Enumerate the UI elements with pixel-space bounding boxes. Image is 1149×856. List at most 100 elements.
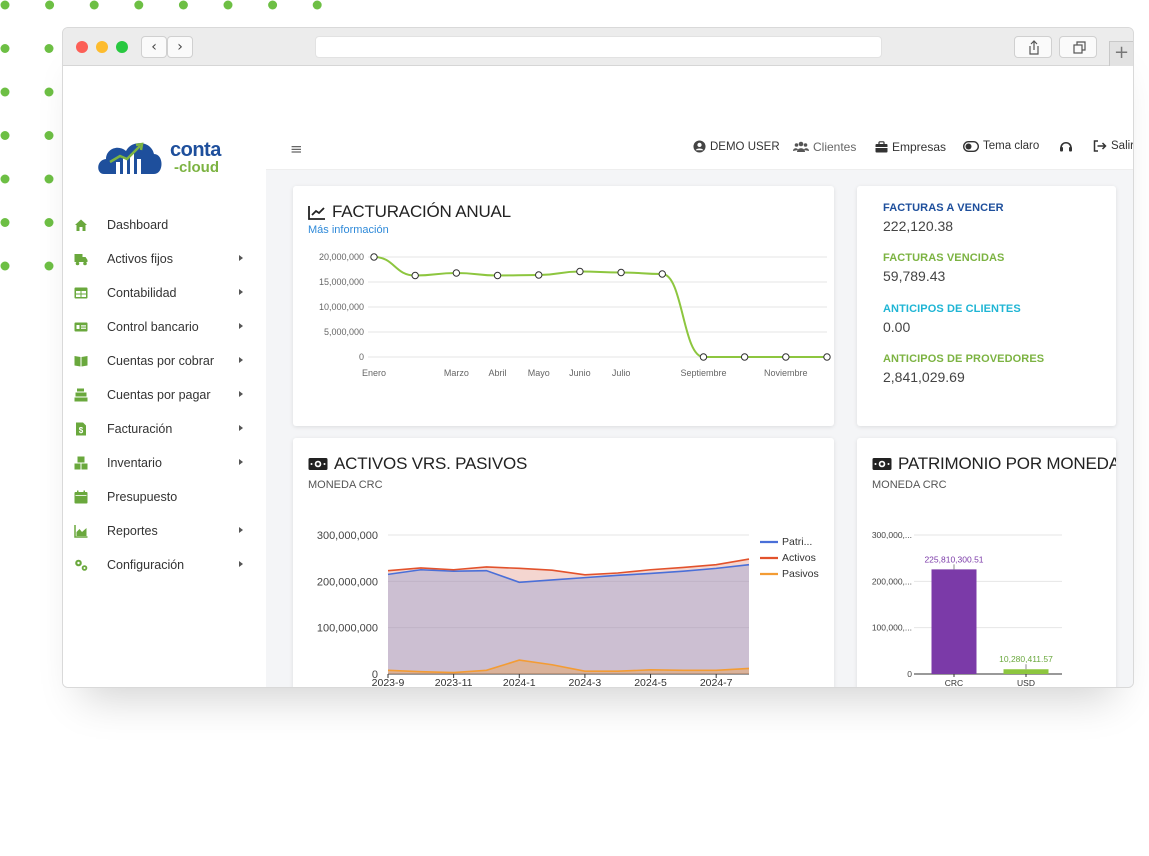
sidebar-item-inventario[interactable]: Inventario bbox=[63, 446, 266, 480]
sidebar-item-cuentas-por-cobrar[interactable]: Cuentas por cobrar bbox=[63, 344, 266, 378]
y-tick-label: 100,000,... bbox=[872, 623, 912, 633]
x-tick-label: Septiembre bbox=[680, 368, 726, 378]
patrimonio-bar-chart: 300,000,... 200,000,... 100,000,... 0 225,81… bbox=[872, 530, 1062, 688]
support-button[interactable] bbox=[1059, 140, 1073, 153]
sidebar: conta -cloud Dashboard Activos fijos Conta… bbox=[63, 124, 266, 687]
sign-out-icon bbox=[1093, 140, 1107, 152]
line-chart-icon bbox=[308, 205, 325, 220]
sidebar-item-label: Facturación bbox=[107, 422, 173, 436]
new-tab-button[interactable]: + bbox=[1109, 41, 1133, 66]
logo-text-bottom: -cloud bbox=[174, 159, 219, 176]
users-icon bbox=[793, 141, 809, 152]
data-point[interactable] bbox=[740, 353, 749, 361]
y-tick-label: 20,000,000 bbox=[319, 252, 364, 262]
address-bar[interactable] bbox=[315, 36, 882, 58]
share-button[interactable] bbox=[1014, 36, 1052, 58]
kpi-label: FACTURAS VENCIDAS bbox=[883, 252, 1005, 264]
truck-icon bbox=[74, 254, 88, 266]
sidebar-item-activos-fijos[interactable]: Activos fijos bbox=[63, 242, 266, 276]
series-area bbox=[388, 559, 749, 674]
browser-window: ‹ › + conta -clou bbox=[62, 27, 1134, 688]
bar-value-label: 225,810,300.51 bbox=[924, 554, 983, 564]
activos-title: ACTIVOS VRS. PASIVOS bbox=[308, 454, 527, 474]
legend-label[interactable]: Pasivos bbox=[782, 568, 819, 580]
sidebar-item-dashboard[interactable]: Dashboard bbox=[63, 208, 266, 242]
data-point[interactable] bbox=[823, 353, 831, 361]
x-tick-label: CRC bbox=[945, 678, 963, 688]
sidebar-item-label: Configuración bbox=[107, 558, 185, 572]
sidebar-item-configuracion[interactable]: Configuración bbox=[63, 548, 266, 582]
close-window-button[interactable] bbox=[76, 41, 88, 53]
y-tick-label: 5,000,000 bbox=[324, 327, 364, 337]
x-tick-label: 2024-3 bbox=[569, 677, 602, 688]
caret-right-icon bbox=[239, 289, 243, 295]
bar[interactable] bbox=[1003, 669, 1049, 674]
user-name: DEMO USER bbox=[710, 140, 780, 153]
minimize-window-button[interactable] bbox=[96, 41, 108, 53]
series-line bbox=[387, 558, 750, 576]
kpi-item: FACTURAS A VENCER 222,120.38 bbox=[883, 202, 1004, 234]
y-tick-label: 15,000,000 bbox=[319, 277, 364, 287]
sidebar-item-reportes[interactable]: Reportes bbox=[63, 514, 266, 548]
hamburger-icon[interactable]: ≡ bbox=[290, 140, 303, 158]
data-point[interactable] bbox=[493, 271, 502, 280]
x-tick-label: 2024-5 bbox=[634, 677, 667, 688]
empresas-link[interactable]: Empresas bbox=[875, 140, 946, 154]
activos-pasivos-card: ACTIVOS VRS. PASIVOS MONEDA CRC 300,000,… bbox=[293, 438, 834, 688]
money-bill-icon bbox=[308, 458, 328, 470]
app-top-spacer bbox=[63, 66, 1133, 124]
tabs-icon bbox=[1073, 41, 1086, 54]
data-point[interactable] bbox=[658, 270, 666, 278]
x-tick-label: Mayo bbox=[528, 368, 550, 378]
sidebar-item-control-bancario[interactable]: Control bancario bbox=[63, 310, 266, 344]
maximize-window-button[interactable] bbox=[116, 41, 128, 53]
mas-informacion-link[interactable]: Más información bbox=[308, 224, 389, 236]
y-tick-label: 0 bbox=[907, 669, 912, 679]
x-tick-label: 2023-11 bbox=[435, 677, 473, 688]
x-tick-label: Noviembre bbox=[764, 368, 808, 378]
data-point[interactable] bbox=[782, 353, 790, 361]
clientes-link[interactable]: Clientes bbox=[793, 140, 856, 154]
calendar-icon bbox=[74, 490, 88, 504]
table-icon bbox=[74, 287, 88, 299]
activos-title-text: ACTIVOS VRS. PASIVOS bbox=[334, 454, 528, 473]
facturacion-anual-card: FACTURACIÓN ANUAL Más información 20,000… bbox=[293, 186, 834, 426]
data-point[interactable] bbox=[370, 253, 378, 261]
book-icon bbox=[74, 356, 88, 367]
cash-register-icon bbox=[74, 388, 88, 402]
sidebar-item-label: Activos fijos bbox=[107, 252, 173, 266]
facturacion-title-text: FACTURACIÓN ANUAL bbox=[332, 202, 511, 221]
x-tick-label: Junio bbox=[569, 368, 591, 378]
area-chart-icon bbox=[74, 525, 88, 538]
data-point[interactable] bbox=[535, 271, 543, 279]
bar[interactable] bbox=[931, 569, 977, 674]
sidebar-item-label: Reportes bbox=[107, 524, 158, 538]
y-tick-label: 300,000,000 bbox=[317, 530, 378, 542]
legend-label[interactable]: Patri... bbox=[782, 536, 812, 548]
caret-right-icon bbox=[239, 255, 243, 261]
data-point[interactable] bbox=[452, 269, 461, 277]
sidebar-item-cuentas-por-pagar[interactable]: Cuentas por pagar bbox=[63, 378, 266, 412]
sidebar-item-presupuesto[interactable]: Presupuesto bbox=[63, 480, 266, 514]
legend-label[interactable]: Activos bbox=[782, 552, 816, 564]
logout-link[interactable]: Salir bbox=[1093, 140, 1133, 152]
sidebar-item-label: Inventario bbox=[107, 456, 162, 470]
back-button[interactable]: ‹ bbox=[141, 36, 167, 58]
activos-subtitle: MONEDA CRC bbox=[308, 479, 383, 491]
forward-button[interactable]: › bbox=[167, 36, 193, 58]
data-point[interactable] bbox=[617, 268, 625, 277]
data-point[interactable] bbox=[411, 271, 419, 280]
kpi-item: FACTURAS VENCIDAS 59,789.43 bbox=[883, 252, 1005, 284]
data-point[interactable] bbox=[576, 267, 584, 276]
tabs-overview-button[interactable] bbox=[1059, 36, 1097, 58]
x-tick-label: Marzo bbox=[444, 368, 469, 378]
x-tick-label: Enero bbox=[362, 368, 386, 378]
theme-toggle[interactable]: Tema claro bbox=[963, 140, 1039, 152]
kpi-item: ANTICIPOS DE PROVEDORES 2,841,029.69 bbox=[883, 353, 1044, 385]
sidebar-item-label: Control bancario bbox=[107, 320, 199, 334]
data-point[interactable] bbox=[699, 353, 708, 361]
user-menu[interactable]: DEMO USER bbox=[693, 140, 780, 153]
decorative-dot-pattern bbox=[0, 0, 322, 271]
sidebar-item-facturacion[interactable]: $ Facturación bbox=[63, 412, 266, 446]
sidebar-item-contabilidad[interactable]: Contabilidad bbox=[63, 276, 266, 310]
